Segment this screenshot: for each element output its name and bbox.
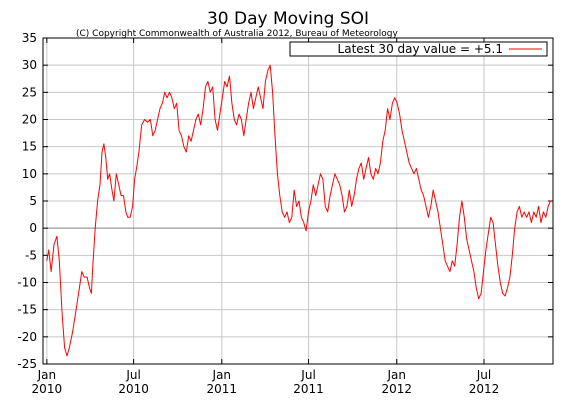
y-tick-label: 35 (22, 31, 37, 45)
x-tick-label-year: 2012 (381, 382, 412, 396)
x-tick-label-year: 2010 (32, 382, 63, 396)
y-tick-label: -20 (17, 330, 37, 344)
soi-series-line (46, 64, 552, 357)
series-group (46, 64, 552, 357)
x-tick-label-year: 2010 (118, 382, 149, 396)
legend-box (289, 41, 548, 57)
y-tick-label: 30 (22, 58, 37, 72)
x-tick-label-year: 2011 (293, 382, 324, 396)
legend: Latest 30 day value = +5.1 (289, 41, 548, 57)
grid (43, 38, 553, 364)
chart-title: 30 Day Moving SOI (207, 9, 369, 29)
y-tick-label: -10 (17, 276, 37, 290)
x-tick-label-month: Jul (125, 368, 140, 382)
x-tick-label-month: Jul (300, 368, 315, 382)
x-tick-label-year: 2011 (207, 382, 238, 396)
x-tick-label-month: Jul (476, 368, 491, 382)
x-tick-label-month: Jan (37, 368, 57, 382)
copyright-note: (C) Copyright Commonwealth of Australia … (76, 29, 399, 39)
y-tick-label: 15 (22, 140, 37, 154)
y-tick-label: 25 (22, 85, 37, 99)
y-tick-label: 20 (22, 113, 37, 127)
y-axis: -25 -20 -15 -10 -5 0 5 10 15 20 25 30 35 (17, 31, 553, 371)
x-tick-label-month: Jan (386, 368, 406, 382)
y-tick-label: 10 (22, 167, 37, 181)
legend-label: Latest 30 day value = +5.1 (338, 42, 503, 56)
x-axis: Jan2010Jul2010Jan2011Jul2011Jan2012Jul20… (32, 38, 500, 396)
y-tick-label: 5 (29, 194, 37, 208)
y-tick-label: -25 (17, 357, 37, 371)
y-tick-label: -5 (25, 248, 37, 262)
x-tick-label-month: Jan (212, 368, 232, 382)
y-tick-label: -15 (17, 303, 37, 317)
x-tick-label-year: 2012 (469, 382, 500, 396)
y-tick-label: 0 (29, 221, 37, 235)
